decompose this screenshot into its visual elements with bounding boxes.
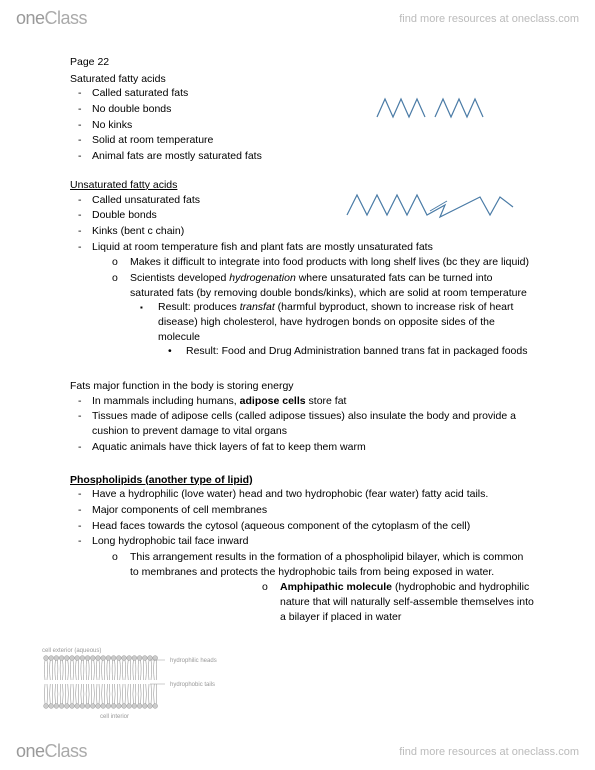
- text: store fat: [306, 395, 347, 407]
- list-item: Long hydrophobic tail face inward: [92, 534, 535, 549]
- phospholipids-list: Have a hydrophilic (love water) head and…: [70, 487, 535, 549]
- text: In mammals including humans,: [92, 395, 240, 407]
- phospholipids-title: Phospholipids (another type of lipid): [70, 473, 535, 488]
- transfat-term: transfat: [240, 301, 275, 313]
- membrane-label: hydrophilic heads: [170, 658, 217, 664]
- result-sublist: Result: Food and Drug Administration ban…: [158, 344, 535, 359]
- footer: oneClass find more resources at oneclass…: [0, 733, 595, 770]
- logo: oneClass: [16, 8, 87, 29]
- text: Result: produces: [158, 301, 240, 313]
- list-item: Animal fats are mostly saturated fats: [92, 149, 535, 164]
- membrane-label: cell exterior (aqueous): [42, 648, 101, 654]
- list-item: No kinks: [92, 118, 535, 133]
- list-item: Result: Food and Drug Administration ban…: [186, 344, 535, 359]
- amphipathic-list: Amphipathic molecule (hydrophobic and hy…: [70, 580, 535, 624]
- membrane-label: hydrophobic tails: [170, 682, 215, 688]
- logo: oneClass: [16, 741, 87, 762]
- footer-tagline: find more resources at oneclass.com: [399, 746, 579, 758]
- list-item: Makes it difficult to integrate into foo…: [130, 255, 535, 270]
- list-item: Liquid at room temperature fish and plan…: [92, 240, 535, 255]
- logo-class: Class: [45, 8, 88, 28]
- list-item: Scientists developed hydrogenation where…: [130, 271, 535, 359]
- unsaturated-list: Called unsaturated fats Double bonds Kin…: [70, 193, 535, 255]
- list-item: Double bonds: [92, 208, 535, 223]
- logo-one: one: [16, 741, 45, 761]
- page-number: Page 22: [70, 55, 535, 70]
- list-item: Kinks (bent c chain): [92, 224, 535, 239]
- list-item: Result: produces transfat (harmful bypro…: [158, 300, 535, 359]
- list-item: Tissues made of adipose cells (called ad…: [92, 409, 535, 438]
- result-list: Result: produces transfat (harmful bypro…: [130, 300, 535, 359]
- text: Scientists developed: [130, 272, 229, 284]
- list-item: Major components of cell membranes: [92, 503, 535, 518]
- saturated-title: Saturated fatty acids: [70, 72, 535, 87]
- unsaturated-sublist: Makes it difficult to integrate into foo…: [70, 255, 535, 359]
- hydrogenation-term: hydrogenation: [229, 272, 296, 284]
- list-item: Called saturated fats: [92, 86, 535, 101]
- header-tagline: find more resources at oneclass.com: [399, 13, 579, 25]
- membrane-diagram-icon: cell exterior (aqueous) hydrophilic head…: [40, 644, 220, 722]
- list-item: In mammals including humans, adipose cel…: [92, 394, 535, 409]
- membrane-label: cell interior: [100, 714, 129, 720]
- amphipathic-term: Amphipathic molecule: [280, 581, 392, 593]
- list-item: Solid at room temperature: [92, 133, 535, 148]
- list-item: Aquatic animals have thick layers of fat…: [92, 440, 535, 455]
- header: oneClass find more resources at oneclass…: [0, 0, 595, 37]
- logo-class: Class: [45, 741, 88, 761]
- saturated-list: Called saturated fats No double bonds No…: [70, 86, 535, 163]
- body-function-list: In mammals including humans, adipose cel…: [70, 394, 535, 455]
- adipose-term: adipose cells: [240, 395, 306, 407]
- list-item: No double bonds: [92, 102, 535, 117]
- body-function-title: Fats major function in the body is stori…: [70, 379, 535, 394]
- list-item: Called unsaturated fats: [92, 193, 535, 208]
- document-content: Page 22 Saturated fatty acids Called sat…: [0, 37, 595, 624]
- list-item: Head faces towards the cytosol (aqueous …: [92, 519, 535, 534]
- list-item: Amphipathic molecule (hydrophobic and hy…: [280, 580, 535, 624]
- logo-one: one: [16, 8, 45, 28]
- list-item: This arrangement results in the formatio…: [130, 550, 535, 579]
- phospho-sublist: This arrangement results in the formatio…: [70, 550, 535, 579]
- list-item: Have a hydrophilic (love water) head and…: [92, 487, 535, 502]
